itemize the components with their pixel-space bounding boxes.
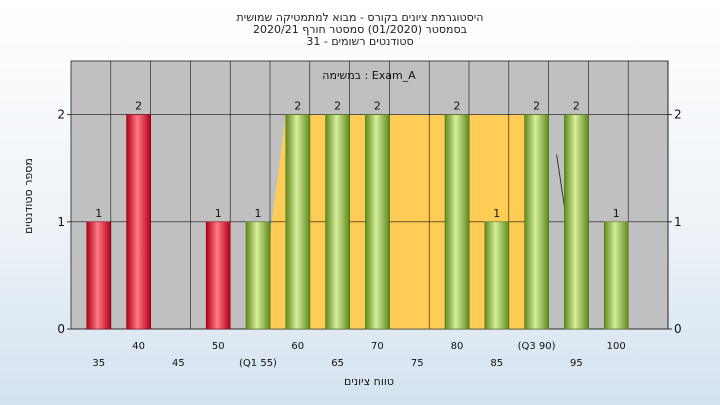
- chart-title: היסטוגרמת ציונים בקורס - מבוא למתמטיקה ש…: [236, 11, 484, 24]
- x-tick-label: 80: [451, 341, 464, 352]
- bar-value-label: 1: [95, 207, 102, 220]
- chart-subtitle-semester: בסמסטר (01/2020) סמסטר חורף 2020/21: [253, 23, 467, 36]
- bar-60: [285, 114, 311, 330]
- bar-value-label: 2: [334, 100, 341, 113]
- x-tick-label: 85: [490, 358, 503, 369]
- y-tick-right: 0: [674, 322, 682, 336]
- x-tick-label: 65: [331, 358, 344, 369]
- x-tick-label: 75: [411, 358, 424, 369]
- x-tick-label: 45: [172, 358, 185, 369]
- chart-subtitle-students: 31 - סטודנטים רשומים: [306, 35, 414, 48]
- bar-100: [603, 221, 629, 330]
- y-tick-left: 2: [57, 108, 65, 122]
- bar-40: [126, 114, 151, 330]
- bar-value-label: 2: [454, 100, 461, 113]
- x-tick-label: (Q3 90): [518, 341, 556, 352]
- y-tick-left: 1: [57, 215, 65, 229]
- x-tick-label: 60: [291, 341, 304, 352]
- bar-90: [524, 114, 549, 330]
- bar-value-label: 2: [374, 100, 381, 113]
- x-tick-label: 100: [607, 341, 626, 352]
- bar-85: [484, 221, 510, 330]
- bar-50: [205, 221, 231, 330]
- bar-65: [325, 114, 350, 330]
- bar-70: [365, 114, 390, 330]
- x-tick-label: 40: [132, 341, 145, 352]
- y-tick-left: 0: [57, 322, 65, 336]
- bar-value-label: 1: [215, 207, 222, 220]
- y-tick-right: 1: [674, 215, 682, 229]
- bar-value-label: 2: [294, 100, 301, 113]
- y-tick-right: 2: [674, 108, 682, 122]
- x-tick-label: 70: [371, 341, 384, 352]
- x-tick-label: 50: [212, 341, 225, 352]
- x-axis-label: טווח ציונים: [344, 375, 394, 388]
- x-tick-label: 35: [92, 358, 105, 369]
- bar-value-label: 1: [493, 207, 500, 220]
- bar-value-label: 1: [255, 207, 262, 220]
- bar-95: [564, 114, 589, 330]
- bar-value-label: 2: [533, 100, 540, 113]
- bar-value-label: 2: [135, 100, 142, 113]
- bar-value-label: 2: [573, 100, 580, 113]
- exam-annotation: במשימה : Exam_A: [322, 69, 416, 82]
- bar-55: [245, 221, 271, 330]
- y-axis-label: מספר סטודנטים: [22, 158, 35, 234]
- x-tick-label: 95: [570, 358, 583, 369]
- bar-80: [444, 114, 470, 330]
- bar-35: [86, 221, 112, 330]
- x-tick-label: (Q1 55): [239, 358, 277, 369]
- bar-value-label: 1: [613, 207, 620, 220]
